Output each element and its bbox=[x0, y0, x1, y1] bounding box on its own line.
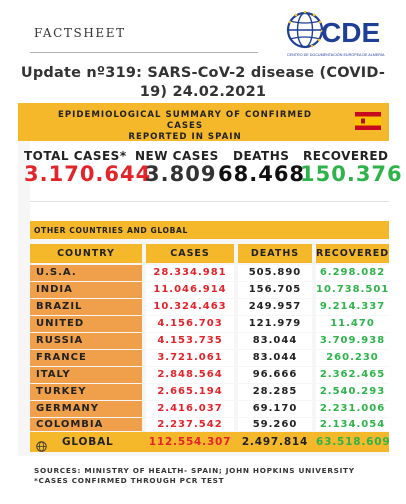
summary-title-line1: EPIDEMIOLOGICAL SUMMARY OF CONFIRMED CAS… bbox=[57, 110, 313, 131]
col-header-country: COUNTRY bbox=[30, 244, 142, 263]
country-deaths: 59.260 bbox=[238, 418, 312, 431]
country-deaths: 121.979 bbox=[238, 316, 312, 332]
country-recovered: 3.709.938 bbox=[316, 333, 389, 349]
country-deaths: 249.957 bbox=[238, 299, 312, 315]
country-recovered: 9.214.337 bbox=[316, 299, 389, 315]
col-header-deaths: DEATHS bbox=[238, 244, 312, 263]
summary-title: EPIDEMIOLOGICAL SUMMARY OF CONFIRMED CAS… bbox=[50, 110, 320, 143]
new-cases-label: NEW CASES bbox=[135, 149, 219, 163]
country-recovered: 2.362.465 bbox=[316, 367, 389, 383]
recovered-value: 150.376 bbox=[300, 162, 403, 186]
country-deaths: 156.705 bbox=[238, 282, 312, 298]
deaths-value: 68.468 bbox=[218, 162, 306, 186]
col-header-recovered: RECOVERED bbox=[316, 244, 389, 263]
country-name: INDIA bbox=[30, 282, 142, 298]
country-name: COLOMBIA bbox=[30, 418, 142, 431]
cde-globe-icon: CDE CENTRO DE DOCUMENTACIÓN EUROPEA DE A… bbox=[286, 10, 385, 57]
country-name: ITALY bbox=[30, 367, 142, 383]
country-deaths: 83.044 bbox=[238, 333, 312, 349]
global-label: GLOBAL bbox=[62, 436, 114, 448]
country-cases: 10.324.463 bbox=[146, 299, 234, 315]
country-recovered: 6.298.082 bbox=[316, 265, 389, 281]
global-recovered: 63.518.609 bbox=[316, 436, 391, 448]
sources-note: SOURCES: MINISTRY OF HEALTH- SPAIN; JOHN… bbox=[34, 466, 355, 486]
total-cases-label: TOTAL CASES* bbox=[24, 149, 127, 163]
country-cases: 4.156.703 bbox=[146, 316, 234, 332]
country-name: U.S.A. bbox=[30, 265, 142, 281]
country-recovered: 2.540.293 bbox=[316, 384, 389, 400]
sources-text: SOURCES: MINISTRY OF HEALTH- SPAIN; JOHN… bbox=[34, 466, 355, 475]
country-cases: 2.416.037 bbox=[146, 401, 234, 417]
country-cases: 2.237.542 bbox=[146, 418, 234, 431]
update-title-line2: 19) 24.02.2021 bbox=[139, 84, 267, 100]
deaths-label: DEATHS bbox=[233, 149, 290, 163]
logo-subtitle: CENTRO DE DOCUMENTACIÓN EUROPEA DE ALMER… bbox=[287, 52, 385, 57]
country-recovered: 11.470 bbox=[316, 316, 389, 332]
country-deaths: 28.285 bbox=[238, 384, 312, 400]
country-name: TURKEY bbox=[30, 384, 142, 400]
country-recovered: 2.231.006 bbox=[316, 401, 389, 417]
country-name: UNITED KINGDOM bbox=[30, 316, 142, 345]
country-deaths: 96.666 bbox=[238, 367, 312, 383]
country-name: BRAZIL bbox=[30, 299, 142, 315]
new-cases-value: 3.809 bbox=[145, 162, 217, 186]
country-recovered: 2.134.054 bbox=[316, 418, 389, 431]
spain-flag-icon bbox=[355, 112, 381, 130]
global-cases: 112.554.307 bbox=[148, 436, 232, 448]
country-cases: 3.721.061 bbox=[146, 350, 234, 366]
globe-icon bbox=[36, 437, 47, 456]
country-cases: 2.665.194 bbox=[146, 384, 234, 400]
country-cases: 28.334.981 bbox=[146, 265, 234, 281]
cde-logo: CDE CENTRO DE DOCUMENTACIÓN EUROPEA DE A… bbox=[285, 6, 385, 60]
country-recovered: 260.230 bbox=[316, 350, 389, 366]
factsheet-label: FACTSHEET bbox=[34, 26, 126, 40]
other-countries-label: OTHER COUNTRIES AND GLOBAL bbox=[34, 226, 188, 235]
country-cases: 2.848.564 bbox=[146, 367, 234, 383]
country-name: FRANCE bbox=[30, 350, 142, 366]
country-deaths: 83.044 bbox=[238, 350, 312, 366]
pcr-note: *CASES CONFIRMED THROUGH PCR TEST bbox=[34, 476, 225, 485]
other-countries-band bbox=[30, 221, 389, 239]
country-cases: 4.153.735 bbox=[146, 333, 234, 349]
total-cases-value: 3.170.644 bbox=[24, 162, 152, 186]
country-recovered: 10.738.501 bbox=[316, 282, 389, 298]
country-deaths: 69.170 bbox=[238, 401, 312, 417]
spacer-row bbox=[30, 201, 389, 222]
summary-header-band bbox=[18, 103, 389, 141]
country-name: GERMANY bbox=[30, 401, 142, 417]
update-title-line1: Update nº319: SARS-CoV-2 disease (COVID- bbox=[20, 65, 386, 81]
global-row bbox=[30, 432, 389, 452]
global-deaths: 2.497.814 bbox=[241, 436, 309, 448]
country-name: RUSSIA bbox=[30, 333, 142, 349]
spain-stats-panel bbox=[30, 141, 389, 201]
recovered-label: RECOVERED bbox=[303, 149, 389, 163]
col-header-cases: CASES bbox=[146, 244, 234, 263]
country-cases: 11.046.914 bbox=[146, 282, 234, 298]
update-title: Update nº319: SARS-CoV-2 disease (COVID-… bbox=[0, 64, 406, 102]
summary-title-line2: REPORTED IN SPAIN bbox=[128, 132, 242, 142]
header-divider bbox=[30, 52, 258, 53]
logo-text: CDE bbox=[321, 17, 380, 48]
country-deaths: 505.890 bbox=[238, 265, 312, 281]
